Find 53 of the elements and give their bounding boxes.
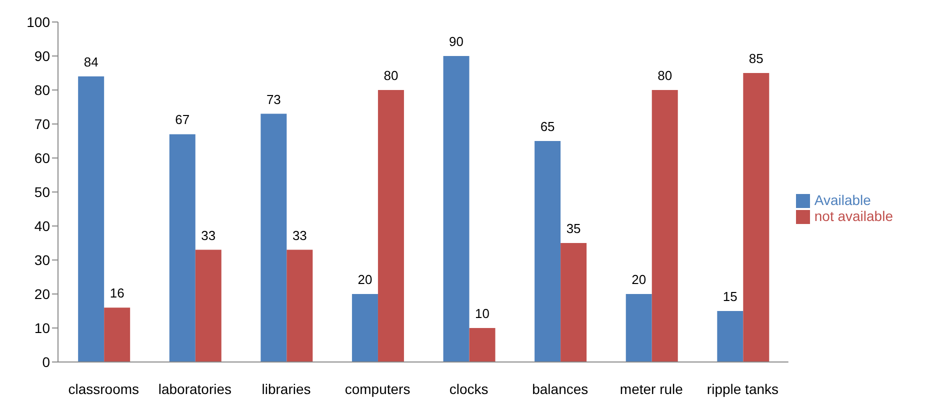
bar (169, 134, 196, 362)
x-tick-label: laboratories (158, 380, 232, 397)
bar (443, 56, 470, 362)
y-tick-label: 80 (34, 82, 50, 98)
y-tick-label: 70 (34, 116, 50, 132)
legend-label: Available (814, 192, 871, 208)
legend-label: not available (814, 208, 893, 224)
bar (626, 294, 652, 362)
data-label: 20 (358, 272, 372, 287)
bar (104, 308, 130, 362)
bar (286, 250, 313, 362)
bar (352, 294, 378, 362)
data-label: 20 (632, 272, 646, 287)
x-tick-label: clocks (449, 380, 488, 397)
bar (195, 250, 222, 362)
data-label: 67 (175, 112, 190, 128)
bar (717, 311, 744, 362)
bar (534, 141, 561, 362)
data-label: 35 (566, 221, 581, 236)
y-tick-label: 0 (42, 354, 50, 370)
bar (652, 90, 678, 362)
bar (743, 73, 770, 362)
data-label: 10 (475, 306, 490, 321)
data-label: 80 (384, 68, 398, 83)
y-tick-label: 90 (34, 48, 50, 64)
data-label: 90 (449, 34, 464, 49)
y-tick-label: 30 (34, 252, 50, 268)
x-tick-label: computers (344, 380, 410, 397)
y-tick-label: 50 (34, 184, 50, 200)
data-label: 80 (658, 68, 672, 83)
data-label: 16 (110, 286, 124, 301)
y-tick-label: 10 (34, 320, 50, 336)
data-label: 65 (540, 119, 555, 134)
x-tick-label: ripple tanks (706, 380, 779, 397)
x-tick-label: balances (532, 380, 588, 397)
y-tick-label: 40 (34, 218, 50, 234)
data-label: 85 (748, 51, 764, 66)
bar (378, 90, 404, 362)
data-label: 84 (84, 54, 98, 70)
y-tick-label: 60 (34, 150, 50, 166)
y-tick-label: 20 (34, 286, 50, 302)
data-label: 33 (201, 228, 216, 243)
data-label: 73 (266, 92, 281, 107)
x-tick-label: libraries (262, 380, 311, 397)
y-tick-label: 100 (26, 14, 50, 30)
data-label: 33 (292, 228, 307, 243)
bar (260, 114, 287, 362)
data-label: 15 (722, 289, 738, 304)
bar (560, 243, 587, 362)
x-tick-label: meter rule (620, 380, 684, 397)
bar (469, 328, 496, 362)
x-tick-label: classrooms (68, 380, 140, 397)
bar (78, 76, 104, 362)
